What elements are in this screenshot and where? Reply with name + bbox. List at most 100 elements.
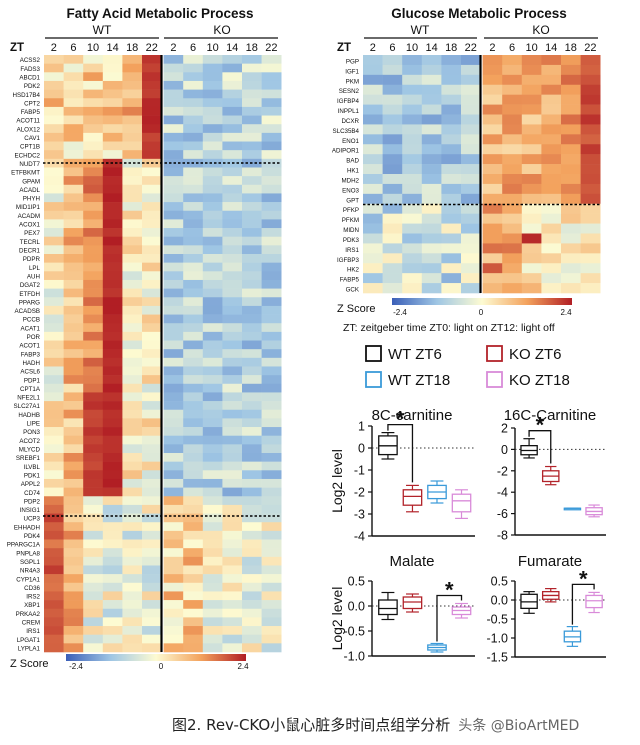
- fatty-heatmap-cell: [102, 470, 123, 480]
- fatty-heatmap-cell: [102, 366, 123, 376]
- glucose-gene-label: PKM: [346, 78, 359, 85]
- fatty-heatmap-cell: [83, 132, 104, 142]
- glucose-heatmap-cell: [461, 74, 481, 86]
- fatty-heatmap-cell: [122, 124, 143, 134]
- glucose-heatmap-cell: [482, 213, 503, 224]
- fatty-gene-label: HSD17B4: [12, 92, 40, 99]
- fatty-heatmap-cell: [183, 106, 204, 116]
- legend-label: KO ZT18: [509, 372, 570, 389]
- fatty-heatmap-cell: [242, 366, 262, 376]
- fatty-heatmap-cell: [261, 522, 282, 532]
- fatty-heatmap-cell: [163, 141, 184, 151]
- boxplot-y-tick-label: -1.5: [486, 651, 508, 665]
- fatty-heatmap-cell: [222, 582, 243, 592]
- fatty-heatmap-cell: [83, 608, 104, 618]
- fatty-timepoint-labels: 2 6 10 14 18 22 2 6 10 14 18 22: [51, 42, 278, 54]
- fatty-heatmap-cell: [83, 401, 104, 411]
- fatty-heatmap-cell: [83, 167, 104, 177]
- fatty-heatmap-cell: [261, 323, 282, 333]
- fatty-gene-label: CYP1A1: [16, 576, 40, 583]
- glucose-heatmap-cell: [561, 223, 581, 234]
- boxplot-box: [451, 493, 472, 513]
- fatty-heatmap-cell: [163, 305, 184, 315]
- fatty-heatmap-cell: [142, 305, 162, 315]
- glucose-heatmap-cell: [363, 164, 383, 175]
- fatty-heatmap-cell: [63, 193, 84, 203]
- fatty-heatmap-cell: [163, 357, 184, 367]
- glucose-heatmap-cell: [363, 223, 383, 234]
- fatty-gene-label: ACADSB: [15, 308, 40, 315]
- fatty-heatmap-cell: [242, 418, 262, 428]
- fatty-gene-label: PDK1: [24, 472, 41, 479]
- fatty-heatmap-cell: [122, 617, 143, 627]
- fatty-heatmap-cell: [242, 522, 262, 532]
- fatty-heatmap-cell: [102, 487, 123, 497]
- fatty-heatmap-cell: [222, 228, 243, 237]
- fatty-heatmap-cell: [83, 193, 104, 203]
- fatty-heatmap-cell: [102, 323, 123, 333]
- fatty-heatmap-cell: [44, 539, 64, 549]
- fatty-heatmap-cell: [83, 279, 104, 289]
- fatty-heatmap-cell: [202, 427, 223, 436]
- fatty-gene-label: NR4A3: [20, 568, 41, 575]
- glucose-heatmap-cell: [421, 84, 442, 95]
- glucose-heatmap-cell: [580, 144, 601, 155]
- fatty-heatmap-cell: [222, 236, 243, 246]
- fatty-heatmap-cell: [242, 375, 262, 385]
- glucose-heatmap-cell: [561, 243, 581, 254]
- glucose-heatmap-cell: [363, 104, 383, 115]
- fatty-heatmap-cell: [102, 184, 123, 194]
- fatty-heatmap-cell: [122, 176, 143, 186]
- fatty-heatmap-cell: [63, 617, 84, 627]
- glucose-tick-label: 10: [525, 42, 537, 54]
- fatty-heatmap-cell: [242, 643, 262, 653]
- fatty-heatmap-cell: [142, 331, 162, 341]
- fatty-heatmap-cell: [222, 608, 243, 618]
- fatty-heatmap-cell: [183, 349, 204, 359]
- fatty-heatmap-cell: [222, 565, 243, 575]
- fatty-heatmap-cell: [222, 245, 243, 255]
- fatty-heatmap-cell: [163, 323, 184, 333]
- fatty-heatmap-cell: [142, 349, 162, 359]
- glucose-heatmap-cell: [441, 124, 462, 135]
- fatty-heatmap-cell: [202, 461, 223, 471]
- glucose-gene-label: ADIPOR1: [332, 148, 360, 155]
- fatty-heatmap-cell: [242, 530, 262, 540]
- fatty-heatmap-cell: [261, 132, 282, 142]
- fatty-heatmap-cell: [142, 617, 162, 627]
- glucose-heatmap-cell: [561, 74, 581, 86]
- glucose-heatmap-cell: [382, 64, 403, 76]
- fatty-heatmap-cell: [183, 470, 204, 480]
- glucose-heatmap-cell: [382, 154, 403, 165]
- fatty-heatmap-cell: [142, 461, 162, 471]
- fatty-heatmap-cell: [202, 375, 223, 385]
- fatty-heatmap-cell: [142, 522, 162, 532]
- fatty-heatmap-cell: [163, 453, 184, 462]
- glucose-heatmap-cell: [502, 243, 523, 254]
- glucose-heatmap-cell: [502, 104, 523, 115]
- fatty-heatmap-cell: [102, 331, 123, 341]
- fatty-heatmap-cell: [242, 383, 262, 393]
- fatty-gene-label: SGPL1: [20, 559, 41, 566]
- significance-bracket: [387, 423, 414, 483]
- fatty-heatmap-cell: [222, 115, 243, 125]
- fatty-heatmap-cell: [102, 478, 123, 488]
- fatty-heatmap-cell: [83, 539, 104, 549]
- glucose-heatmap-cell: [502, 174, 523, 185]
- fatty-heatmap-cell: [102, 271, 123, 281]
- fatty-gene-label: NFE2L1: [17, 395, 40, 402]
- fatty-heatmap-cell: [122, 202, 143, 212]
- fatty-heatmap-cell: [163, 530, 184, 540]
- fatty-heatmap-cell: [142, 279, 162, 289]
- fatty-heatmap-cell: [261, 184, 282, 194]
- fatty-heatmap-cell: [44, 444, 64, 454]
- significance-bracket: [436, 594, 463, 642]
- glucose-heatmap-cell: [521, 213, 542, 224]
- glucose-heatmap-cell: [541, 253, 562, 264]
- glucose-heatmap-cell: [441, 74, 462, 86]
- fatty-heatmap-cell: [183, 305, 204, 315]
- fatty-heatmap-cell: [142, 487, 162, 497]
- fatty-heatmap-cell: [183, 236, 204, 246]
